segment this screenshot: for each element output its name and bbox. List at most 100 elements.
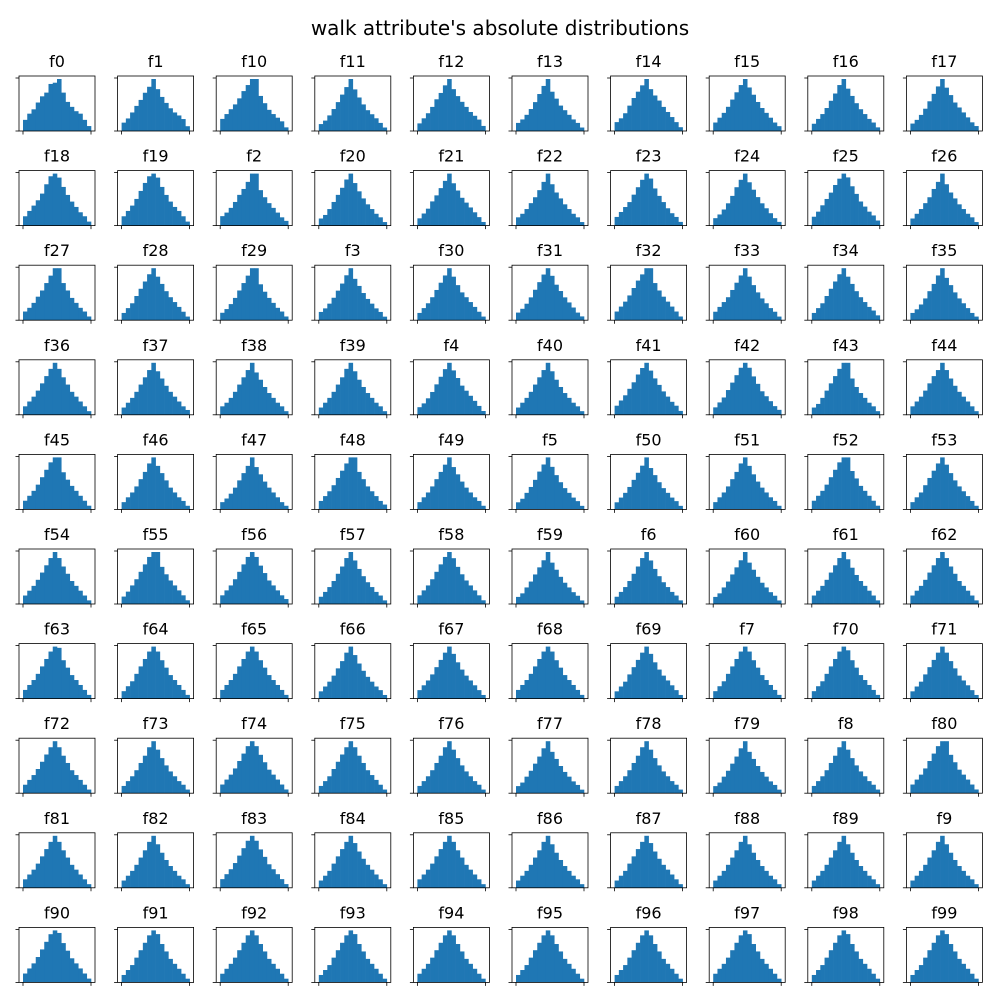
- histogram-bar-f40-11: [563, 393, 568, 415]
- histogram-bar-f64-12: [173, 680, 178, 699]
- histogram-bar-f78-13: [670, 781, 675, 793]
- histogram-bar-f53-7: [940, 457, 945, 509]
- histogram-bar-f80-2: [919, 775, 924, 794]
- histogram-bar-f54-2: [32, 586, 37, 604]
- histogram-bar-f6-10: [657, 576, 662, 604]
- histogram-bar-f44-3: [923, 391, 928, 415]
- histogram-bar-f5-5: [537, 472, 542, 510]
- histogram-bar-f76-7: [447, 741, 452, 793]
- histogram-bar-f94-8: [451, 935, 456, 982]
- histogram-bar-f78-10: [657, 765, 662, 793]
- histogram-bar-f23-3: [627, 202, 632, 226]
- histogram-bar-f36-4: [40, 383, 45, 414]
- histogram-bar-f94-6: [443, 935, 448, 982]
- histogram-bar-f38-13: [275, 403, 280, 415]
- histogram-bar-f5-4: [533, 480, 538, 510]
- histogram-bar-f34-10: [854, 291, 859, 320]
- histogram-bar-f46-14: [181, 501, 186, 509]
- histogram-bar-f41-11: [661, 391, 666, 414]
- histogram-bar-f15-4: [730, 100, 735, 131]
- histogram-bar-f0-8: [57, 79, 62, 131]
- histogram-bar-f64-13: [177, 685, 182, 699]
- histogram-bar-f86-2: [525, 871, 530, 888]
- histogram-bar-f27-5: [44, 283, 49, 320]
- histogram-bar-f75-9: [357, 756, 362, 793]
- histogram-bar-f54-1: [27, 591, 32, 604]
- histogram-bar-f95-12: [567, 964, 572, 983]
- histogram-bar-f61-14: [871, 596, 876, 604]
- histogram-bar-f55-13: [177, 590, 182, 604]
- histogram-bar-f69-13: [670, 685, 675, 698]
- subplot-title-f96: f96: [636, 903, 662, 922]
- histogram-bar-f49-12: [468, 492, 473, 509]
- histogram-bar-f62-12: [961, 586, 966, 604]
- histogram-bar-f97-1: [717, 969, 722, 983]
- histogram-bar-f61-4: [829, 573, 834, 604]
- histogram-bar-f20-5: [340, 188, 345, 226]
- histogram-bar-f23-8: [649, 179, 654, 226]
- histogram-bar-f86-11: [563, 866, 568, 888]
- histogram-bar-f47-3: [233, 488, 238, 510]
- histogram-bar-f37-7: [151, 363, 156, 415]
- histogram-bar-f85-11: [464, 865, 469, 888]
- histogram-bar-f61-9: [850, 568, 855, 604]
- histogram-bar-f14-2: [623, 113, 628, 131]
- histogram-bar-f32-12: [666, 302, 671, 321]
- histogram-bar-f44-1: [915, 402, 920, 415]
- histogram-bar-f30-1: [422, 308, 427, 320]
- histogram-bar-f10-4: [237, 98, 242, 131]
- histogram-bar-f61-10: [854, 575, 859, 604]
- histogram-bar-f21-3: [430, 201, 435, 225]
- histogram-bar-f67-6: [443, 653, 448, 699]
- histogram-bar-f88-2: [722, 871, 727, 888]
- histogram-bar-f21-11: [464, 203, 469, 226]
- histogram-bar-f11-12: [370, 114, 375, 131]
- histogram-bar-f54-6: [49, 558, 54, 604]
- histogram-bar-f94-2: [426, 964, 431, 983]
- histogram-bar-f45-5: [44, 470, 49, 510]
- subplot-title-f80: f80: [931, 714, 957, 733]
- histogram-bar-f18-10: [66, 195, 71, 226]
- histogram-bar-f32-14: [674, 312, 679, 321]
- histogram-bar-f55-9: [160, 567, 165, 604]
- histogram-bar-f25-0: [812, 217, 817, 226]
- histogram-bar-f63-9: [61, 660, 66, 698]
- histogram-bar-f52-4: [829, 477, 834, 509]
- histogram-bar-f24-10: [756, 197, 761, 225]
- histogram-bar-f83-10: [263, 857, 268, 888]
- histogram-bar-f50-11: [661, 488, 666, 509]
- histogram-bar-f55-14: [181, 595, 186, 604]
- histogram-bar-f73-13: [177, 781, 182, 793]
- histogram-bar-f28-15: [185, 317, 190, 321]
- histogram-bar-f91-12: [173, 964, 178, 983]
- histogram-bar-f37-9: [160, 379, 165, 415]
- histogram-bar-f13-6: [542, 86, 547, 131]
- histogram-bar-f21-13: [473, 212, 478, 225]
- histogram-bar-f67-1: [422, 685, 427, 698]
- subplot-title-f38: f38: [241, 336, 267, 355]
- histogram-bar-f70-11: [859, 675, 864, 699]
- histogram-bar-f92-13: [275, 969, 280, 983]
- histogram-bar-f70-14: [871, 690, 876, 699]
- histogram-bar-f42-2: [722, 397, 727, 414]
- histogram-bar-f49-14: [477, 501, 482, 509]
- histogram-bar-f78-4: [632, 763, 637, 793]
- histogram-bar-f76-15: [481, 790, 486, 794]
- subplot-title-f12: f12: [438, 52, 464, 71]
- histogram-bar-f85-1: [422, 875, 427, 888]
- histogram-bar-f81-11: [70, 865, 75, 888]
- histogram-bar-f72-2: [32, 775, 37, 793]
- histogram-bar-f75-0: [319, 786, 324, 793]
- histogram-bar-f15-13: [768, 118, 773, 131]
- histogram-bar-f60-4: [730, 574, 735, 604]
- subplot-title-f81: f81: [44, 809, 70, 828]
- histogram-bar-f59-12: [567, 587, 572, 604]
- histogram-bar-f32-0: [615, 312, 620, 321]
- histogram-bar-f58-13: [473, 590, 478, 604]
- histogram-bar-f75-3: [332, 769, 337, 793]
- histogram-bar-f23-9: [653, 188, 658, 225]
- histogram-bar-f99-9: [949, 944, 954, 982]
- histogram-bar-f83-4: [237, 856, 242, 888]
- histogram-bar-f10-9: [258, 96, 263, 131]
- histogram-bar-f68-1: [520, 685, 525, 699]
